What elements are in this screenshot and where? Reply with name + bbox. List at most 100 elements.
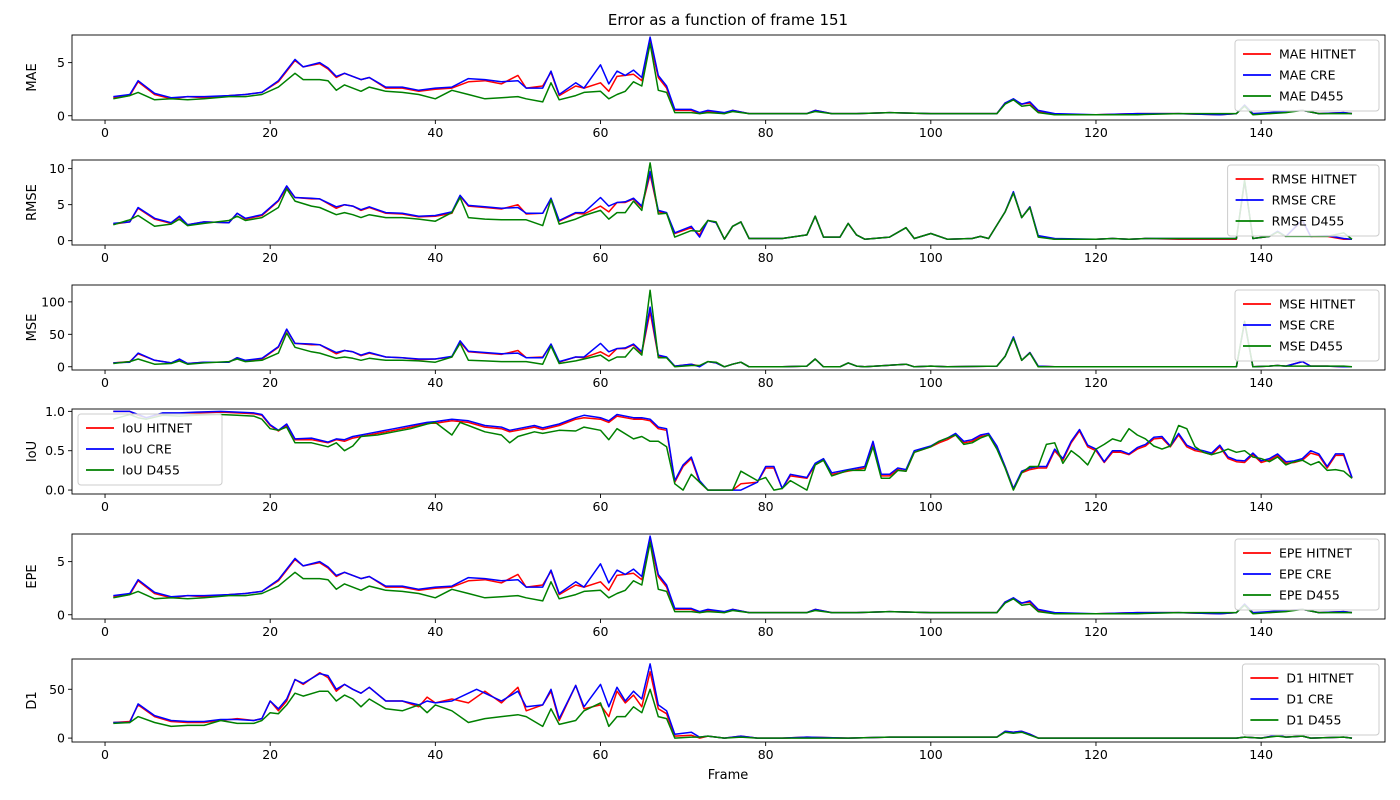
legend: MSE HITNET MSE CRE MSE D455 <box>1234 289 1380 362</box>
x-tick-label: 0 <box>101 250 109 265</box>
x-tick-label: 40 <box>427 250 443 265</box>
legend: RMSE HITNET RMSE CRE RMSE D455 <box>1227 164 1380 237</box>
legend-box <box>1234 538 1380 611</box>
y-tick-label: 100 <box>41 294 65 309</box>
x-tick-label: 0 <box>101 499 109 514</box>
series-line-cre <box>113 663 1353 739</box>
x-tick-label: 80 <box>758 747 774 762</box>
subplot-epe: 0 20 40 60 80 100 120 140 0 5 EPE EPE HITNET EPE CRE… <box>25 533 1386 639</box>
y-tick-label: 5 <box>57 554 65 569</box>
x-tick-label: 140 <box>1249 375 1273 390</box>
x-tick-label: 60 <box>593 747 609 762</box>
x-tick-label: 120 <box>1084 125 1108 140</box>
x-tick-label: 0 <box>101 624 109 639</box>
x-tick-label: 80 <box>758 250 774 265</box>
y-axis-label: EPE <box>25 564 40 588</box>
y-axis-label: RMSE <box>25 184 40 221</box>
legend: EPE HITNET EPE CRE EPE D455 <box>1234 538 1380 611</box>
legend-box <box>77 413 223 486</box>
x-tick-label: 120 <box>1084 624 1108 639</box>
series-line-cre <box>113 410 1353 491</box>
x-tick-label: 40 <box>427 375 443 390</box>
legend-label: RMSE D455 <box>1272 214 1345 229</box>
axes-frame <box>71 408 1386 495</box>
legend-box <box>1234 39 1380 112</box>
x-tick-label: 80 <box>758 375 774 390</box>
x-tick-label: 100 <box>919 125 943 140</box>
y-axis-label: D1 <box>25 691 40 709</box>
x-tick-label: 40 <box>427 747 443 762</box>
legend-label: IoU HITNET <box>122 421 192 436</box>
y-tick-label: 5 <box>57 55 65 70</box>
x-tick-label: 20 <box>262 250 278 265</box>
x-tick-label: 140 <box>1249 499 1273 514</box>
series-line-d455 <box>113 289 1353 368</box>
series-line-cre <box>113 170 1353 240</box>
legend: MAE HITNET MAE CRE MAE D455 <box>1234 39 1380 112</box>
legend: IoU HITNET IoU CRE IoU D455 <box>77 413 223 486</box>
legend-label: RMSE CRE <box>1272 193 1337 208</box>
series-line-cre <box>113 535 1353 615</box>
legend-label: MSE CRE <box>1279 318 1335 333</box>
subplot-iou: 0 20 40 60 80 100 120 140 0.0 0.5 1.0 IoU IoU HITNET… <box>25 404 1386 514</box>
legend-box <box>1234 289 1380 362</box>
y-tick-label: 0 <box>57 731 65 746</box>
x-tick-label: 80 <box>758 624 774 639</box>
series-line-hitnet <box>113 173 1352 240</box>
legend-label: D1 HITNET <box>1286 671 1354 686</box>
legend-label: IoU D455 <box>122 463 180 478</box>
series-line-d455 <box>113 688 1353 739</box>
x-tick-label: 100 <box>919 499 943 514</box>
y-axis-label: MAE <box>25 63 40 91</box>
legend: D1 HITNET D1 CRE D1 D455 <box>1241 663 1380 736</box>
y-axis-label: IoU <box>25 441 40 462</box>
x-tick-label: 60 <box>593 624 609 639</box>
legend-label: RMSE HITNET <box>1272 172 1357 187</box>
series-line-hitnet <box>113 539 1353 615</box>
y-tick-label: 5 <box>57 197 65 212</box>
series-line-d455 <box>113 413 1353 491</box>
x-tick-label: 80 <box>758 125 774 140</box>
x-tick-label: 60 <box>593 125 609 140</box>
axes-frame <box>71 533 1386 620</box>
series-line-hitnet <box>113 40 1353 116</box>
x-tick-label: 120 <box>1084 250 1108 265</box>
series-line-cre <box>113 36 1353 116</box>
x-tick-label: 100 <box>919 747 943 762</box>
legend-label: IoU CRE <box>122 442 172 457</box>
x-tick-label: 20 <box>262 499 278 514</box>
series-line-hitnet <box>113 310 1352 368</box>
y-axis-label: MSE <box>25 314 40 342</box>
x-tick-label: 40 <box>427 125 443 140</box>
y-tick-label: 1.0 <box>45 404 65 419</box>
subplot-mae: 0 20 40 60 80 100 120 140 0 5 MAE MAE HITNET MAE CRE… <box>25 34 1386 140</box>
legend-label: MSE D455 <box>1279 339 1343 354</box>
x-tick-label: 20 <box>262 624 278 639</box>
x-axis-label: Frame <box>707 768 749 783</box>
series-line-cre <box>113 306 1352 368</box>
y-tick-label: 0.5 <box>45 443 65 458</box>
x-tick-label: 40 <box>427 499 443 514</box>
legend-label: MAE CRE <box>1279 68 1336 83</box>
legend-box <box>1241 663 1380 736</box>
x-tick-label: 0 <box>101 747 109 762</box>
x-tick-label: 20 <box>262 375 278 390</box>
x-tick-label: 60 <box>593 499 609 514</box>
legend-label: EPE D455 <box>1279 588 1340 603</box>
x-tick-label: 120 <box>1084 499 1108 514</box>
x-tick-label: 60 <box>593 250 609 265</box>
x-tick-label: 140 <box>1249 250 1273 265</box>
x-tick-label: 60 <box>593 375 609 390</box>
axes-frame <box>71 34 1386 121</box>
x-tick-label: 100 <box>919 250 943 265</box>
x-tick-label: 20 <box>262 747 278 762</box>
legend-label: MAE HITNET <box>1279 47 1356 62</box>
y-tick-label: 50 <box>49 327 65 342</box>
x-tick-label: 120 <box>1084 375 1108 390</box>
legend-label: D1 D455 <box>1286 713 1341 728</box>
y-tick-label: 0 <box>57 108 65 123</box>
y-tick-label: 0 <box>57 607 65 622</box>
